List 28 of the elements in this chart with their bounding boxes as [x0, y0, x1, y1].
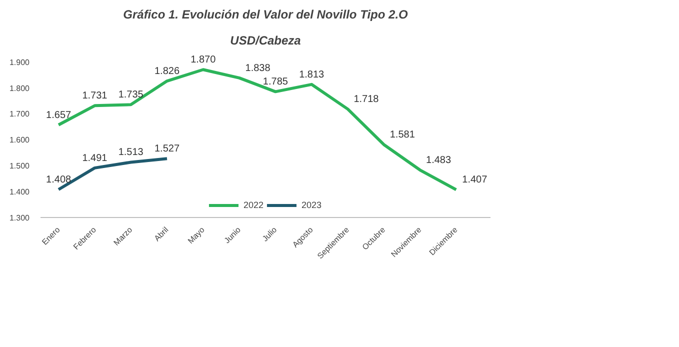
data-label: 1.483 [426, 155, 452, 166]
data-label: 1.826 [154, 66, 180, 78]
data-label: 1.838 [245, 62, 271, 74]
y-tick-label: 1.900 [9, 58, 30, 67]
data-label: 1.735 [118, 90, 144, 101]
data-label: 1.491 [82, 152, 108, 164]
y-tick-label: 1.600 [9, 136, 30, 145]
x-tick-label: Julio [260, 224, 280, 244]
data-label: 1.785 [262, 76, 288, 88]
data-label: 1.408 [46, 174, 72, 186]
y-tick-label: 1.500 [9, 162, 30, 171]
data-label: 1.407 [462, 174, 488, 186]
chart-subtitle: USD/Cabeza [230, 34, 302, 48]
legend-label: 2023 [302, 200, 322, 210]
data-label: 1.870 [190, 54, 216, 66]
data-label: 1.657 [46, 110, 72, 121]
data-label: 1.527 [154, 144, 180, 155]
chart-title: Gráfico 1. Evolución del Valor del Novillo Tipo 2.O [123, 8, 409, 22]
data-label: 1.581 [390, 130, 416, 141]
data-label: 1.813 [299, 69, 325, 80]
y-tick-label: 1.800 [9, 84, 30, 93]
data-label: 1.718 [354, 94, 380, 106]
y-tick-label: 1.400 [9, 188, 30, 197]
y-tick-label: 1.700 [9, 110, 30, 119]
y-tick-label: 1.300 [9, 214, 30, 222]
data-label: 1.731 [82, 90, 108, 102]
legend-label: 2022 [243, 200, 264, 210]
data-label: 1.513 [118, 147, 144, 158]
